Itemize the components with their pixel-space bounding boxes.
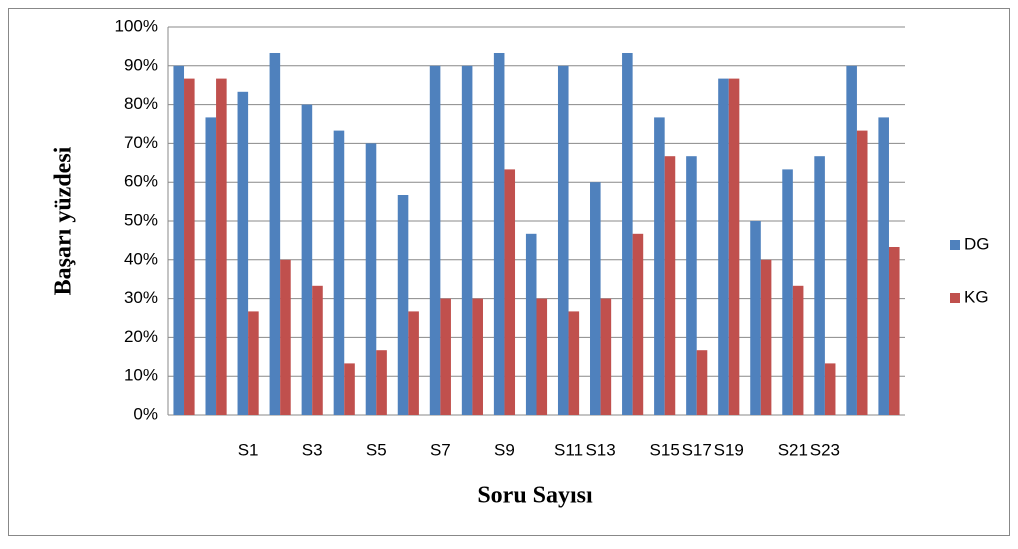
bar xyxy=(856,130,868,415)
bar xyxy=(824,363,836,415)
bar xyxy=(760,259,772,415)
bar xyxy=(365,143,377,415)
bar xyxy=(686,156,697,416)
y-axis-label: Başarı yüzdesi xyxy=(51,146,77,295)
y-tick-label: 100% xyxy=(115,16,158,35)
x-tick-label: S23 xyxy=(810,440,840,459)
y-tick-label: 90% xyxy=(124,55,158,74)
x-tick-label: S3 xyxy=(302,440,323,459)
x-axis-label: Soru Sayısı xyxy=(477,483,593,509)
bar xyxy=(846,65,857,416)
bar xyxy=(568,311,580,415)
bar xyxy=(216,78,227,415)
y-tick-label: 60% xyxy=(124,172,158,191)
bar xyxy=(536,298,548,415)
bar xyxy=(269,52,281,415)
bar xyxy=(397,195,409,415)
bar xyxy=(590,182,601,415)
bar xyxy=(429,65,441,416)
bar xyxy=(718,78,729,415)
bar xyxy=(461,65,473,416)
bar xyxy=(504,169,516,415)
x-tick-label: S9 xyxy=(494,440,515,459)
bar xyxy=(173,65,185,416)
bar xyxy=(696,350,708,415)
bar xyxy=(728,78,740,415)
x-tick-label: S13 xyxy=(585,440,615,459)
bar xyxy=(654,117,665,416)
x-tick-label: S15 xyxy=(650,440,680,459)
bar xyxy=(525,233,537,415)
bar xyxy=(600,298,612,415)
bar xyxy=(440,298,451,415)
bar xyxy=(376,350,387,415)
bar xyxy=(333,130,345,415)
x-tick-label: S1 xyxy=(238,440,259,459)
bar xyxy=(280,259,291,415)
x-tick-label: S7 xyxy=(430,440,451,459)
bar xyxy=(792,285,804,415)
bar xyxy=(750,221,761,415)
y-tick-label: 70% xyxy=(124,133,158,152)
x-tick-label: S5 xyxy=(366,440,387,459)
bar xyxy=(472,298,483,415)
y-tick-label: 0% xyxy=(133,404,158,423)
bar xyxy=(632,233,644,415)
y-tick-label: 80% xyxy=(124,94,158,113)
bar xyxy=(888,246,900,415)
legend-label: DG xyxy=(964,234,990,253)
y-tick-label: 50% xyxy=(124,210,158,229)
x-tick-label: S19 xyxy=(714,440,744,459)
bar xyxy=(782,169,793,415)
bar xyxy=(664,156,676,416)
y-tick-label: 40% xyxy=(124,249,158,268)
y-tick-label: 10% xyxy=(124,366,158,385)
bar xyxy=(248,311,259,415)
bar xyxy=(408,311,419,415)
legend-swatch xyxy=(950,293,960,303)
bar xyxy=(301,104,313,415)
legend-label: KG xyxy=(964,287,989,306)
bar xyxy=(557,65,569,416)
bar xyxy=(205,117,217,416)
bar xyxy=(184,78,195,415)
x-tick-label: S11 xyxy=(554,440,583,459)
bar xyxy=(814,156,825,416)
bar xyxy=(312,285,323,415)
y-tick-label: 30% xyxy=(124,288,158,307)
x-tick-label: S21 xyxy=(778,440,808,459)
bar xyxy=(493,52,505,415)
y-tick-label: 20% xyxy=(124,327,158,346)
bar xyxy=(622,52,633,415)
x-tick-label: S17 xyxy=(682,440,712,459)
bar xyxy=(878,117,889,416)
bar xyxy=(237,91,249,416)
legend-swatch xyxy=(950,240,960,250)
bar xyxy=(344,363,355,415)
